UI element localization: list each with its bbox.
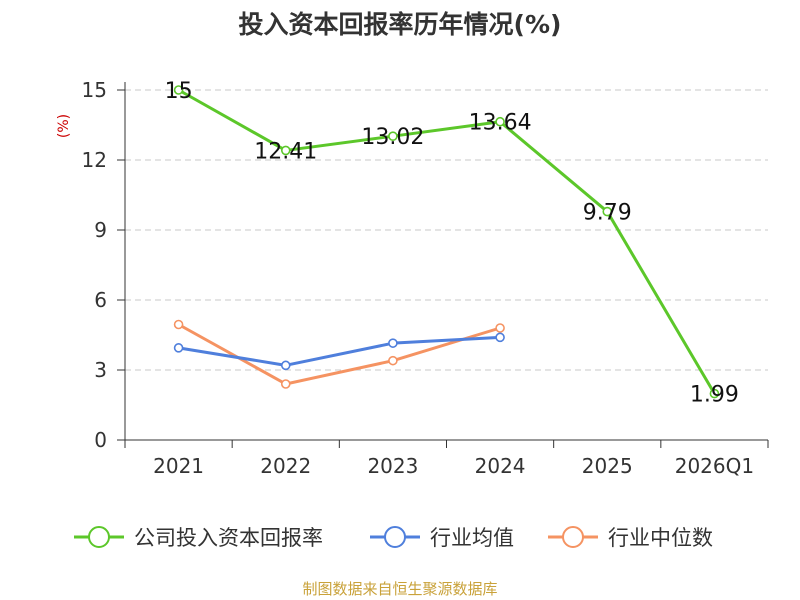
chart-title: 投入资本回报率历年情况(%) — [239, 10, 562, 39]
axes: 0 3 6 9 12 15 2021 2022 2023 2024 2025 2026Q1 — [82, 78, 769, 478]
data-label: 13.02 — [361, 125, 424, 150]
data-label: 15 — [165, 79, 193, 104]
data-label: 9.79 — [583, 201, 632, 226]
y-tick-label: 0 — [94, 428, 107, 452]
y-tick-label: 9 — [94, 218, 107, 242]
legend-marker — [384, 526, 406, 548]
series-lines — [173, 85, 720, 399]
data-label: 1.99 — [690, 383, 739, 408]
legend-label: 行业均值 — [430, 526, 514, 550]
legend[interactable]: 公司投入资本回报率 行业均值 行业中位数 — [74, 526, 713, 550]
data-point[interactable] — [173, 85, 184, 95]
data-point[interactable] — [602, 206, 613, 217]
y-tick-label: 6 — [94, 288, 107, 312]
data-point[interactable] — [709, 388, 720, 399]
series-line — [177, 323, 501, 386]
x-tick-label: 2026Q1 — [675, 454, 754, 478]
legend-item[interactable]: 公司投入资本回报率 — [74, 526, 323, 550]
y-tick-label: 3 — [94, 358, 107, 382]
legend-marker — [562, 526, 584, 548]
data-labels: 15 12.41 13.02 13.64 9.79 1.99 — [165, 79, 739, 408]
legend-marker — [88, 526, 110, 548]
x-tick-label: 2021 — [153, 454, 204, 478]
legend-item[interactable]: 行业均值 — [370, 526, 514, 550]
data-label: 13.64 — [469, 111, 532, 136]
x-tick-label: 2023 — [367, 454, 418, 478]
grid-lines — [125, 89, 768, 371]
data-point[interactable] — [173, 343, 184, 353]
data-point[interactable] — [495, 323, 505, 333]
data-point[interactable] — [388, 131, 398, 141]
x-tick-label: 2024 — [475, 454, 526, 478]
data-point[interactable] — [495, 332, 505, 343]
x-tick-label: 2025 — [582, 454, 633, 478]
y-tick-label: 12 — [82, 148, 107, 172]
data-point[interactable] — [388, 355, 398, 366]
data-point[interactable] — [388, 338, 398, 348]
data-point[interactable] — [280, 145, 291, 156]
legend-label: 公司投入资本回报率 — [134, 526, 323, 550]
legend-item[interactable]: 行业中位数 — [548, 526, 713, 550]
data-point[interactable] — [280, 379, 291, 389]
data-point[interactable] — [280, 360, 291, 371]
series-line — [177, 88, 716, 395]
data-label: 12.41 — [254, 139, 317, 164]
x-tick-label: 2022 — [260, 454, 311, 478]
legend-label: 行业中位数 — [608, 526, 713, 550]
data-point[interactable] — [173, 319, 184, 330]
data-point[interactable] — [495, 116, 505, 127]
series-line — [178, 335, 501, 367]
y-axis-label: (%) — [56, 114, 72, 138]
y-tick-label: 15 — [82, 78, 107, 102]
source-note: 制图数据来自恒生聚源数据库 — [302, 580, 497, 598]
